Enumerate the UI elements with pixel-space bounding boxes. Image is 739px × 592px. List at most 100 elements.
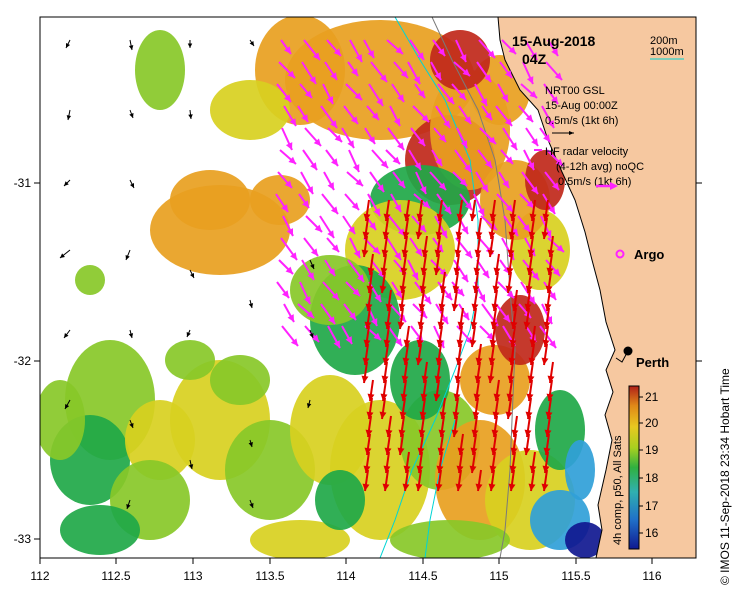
radar-vector-south — [382, 217, 390, 240]
radar-vector-south — [384, 433, 392, 456]
colorbar-tick-label: 18 — [645, 471, 659, 485]
radar-legend-scale: 0.5m/s (1kt 6h) — [558, 176, 631, 188]
radar-vector-south — [398, 415, 406, 438]
radar-vector-south — [507, 361, 515, 384]
radar-vector — [389, 105, 401, 127]
model-vector — [187, 40, 193, 48]
radar-vector — [520, 83, 538, 99]
radar-vector-south — [541, 469, 549, 492]
radar-vector-south — [419, 397, 427, 420]
radar-vector-south — [455, 469, 463, 492]
radar-vector-south — [435, 469, 443, 492]
radar-vector — [407, 259, 419, 281]
radar-vector-south — [365, 415, 373, 438]
radar-vector — [283, 303, 295, 323]
radar-vector — [323, 171, 335, 191]
radar-vector-south — [469, 451, 477, 474]
radar-vector-south — [456, 199, 464, 222]
radar-vector-south — [363, 325, 371, 348]
radar-vector-south — [437, 433, 445, 456]
radar-vector-south — [489, 199, 497, 222]
model-legend-scale: 0.5m/s (1kt 6h) — [545, 115, 618, 127]
radar-vector-south — [397, 433, 405, 456]
sst-patch — [250, 520, 350, 558]
radar-vector-south — [415, 217, 423, 240]
radar-vector — [301, 259, 315, 281]
radar-legend-line2: (4-12h avg) noQC — [556, 161, 644, 173]
perth-leader — [615, 350, 629, 363]
radar-vector — [387, 127, 405, 151]
radar-vector-south — [403, 451, 411, 474]
radar-vector-south — [493, 253, 501, 276]
model-vector — [66, 109, 72, 121]
radar-vector-south — [401, 361, 409, 384]
radar-vector-south — [435, 343, 443, 366]
radar-vector — [412, 105, 430, 123]
radar-vector — [543, 83, 559, 105]
model-legend-line2: 15-Aug 00:00Z — [545, 100, 618, 112]
radar-vector-south — [547, 235, 555, 258]
radar-vector-south — [508, 217, 516, 240]
radar-vector-south — [545, 397, 553, 420]
radar-vector-south — [506, 253, 514, 276]
radar-vector — [547, 39, 559, 57]
radar-vector-south — [453, 253, 461, 276]
radar-vector-south — [453, 379, 461, 402]
radar-vector-south — [544, 415, 552, 438]
radar-vector-south — [366, 271, 374, 294]
radar-vector-south — [454, 361, 462, 384]
radar-vector — [364, 127, 376, 145]
radar-vector — [539, 127, 551, 143]
radar-vector-south — [437, 307, 445, 330]
model-vector — [128, 39, 134, 51]
radar-vector-south — [507, 235, 515, 258]
radar-vector — [345, 83, 363, 101]
radar-vector — [279, 149, 297, 165]
radar-vector — [479, 325, 495, 341]
radar-vector-south — [399, 271, 407, 294]
radar-vector — [368, 83, 384, 107]
radar-vector-south — [385, 289, 393, 312]
isobath-1000m-inner — [424, 419, 456, 558]
radar-vector-south — [472, 271, 480, 294]
radar-vector — [451, 281, 465, 297]
radar-vector — [455, 39, 467, 63]
radar-vector-south — [451, 289, 459, 312]
radar-vector — [320, 105, 338, 129]
radar-vector-south — [475, 217, 483, 240]
radar-vector — [476, 61, 492, 83]
radar-vector-south — [366, 397, 374, 420]
radar-vector — [407, 61, 421, 85]
radar-vector-south — [469, 199, 477, 222]
isobath-200-label: 200m — [650, 35, 678, 47]
radar-vector — [341, 127, 355, 149]
sst-patch — [210, 80, 290, 140]
radar-vector-south — [528, 469, 536, 492]
colorbar-tick-label: 21 — [645, 390, 659, 404]
radar-vector — [388, 215, 406, 237]
radar-vector-south — [505, 271, 513, 294]
x-tick-label: 113 — [183, 569, 202, 583]
radar-vector-south — [439, 271, 447, 294]
model-vector — [248, 299, 254, 309]
argo-marker — [615, 249, 625, 259]
radar-vector-south — [506, 379, 514, 402]
radar-vector — [409, 39, 425, 61]
radar-vector-south — [470, 307, 478, 330]
sst-patch — [60, 505, 140, 555]
model-vector — [63, 179, 71, 187]
sst-patch — [40, 380, 85, 460]
radar-vector-south — [471, 415, 479, 438]
current-vectors — [59, 39, 565, 510]
colorbar-ticks — [639, 396, 643, 534]
radar-vector-south — [438, 289, 446, 312]
radar-vector-south — [542, 451, 550, 474]
radar-vector-south — [542, 199, 550, 222]
sst-patch — [315, 470, 365, 530]
radar-vector-south — [474, 361, 482, 384]
radar-vector-south — [385, 415, 393, 438]
radar-vector — [391, 83, 405, 103]
radar-vector-south — [436, 199, 444, 222]
radar-vector — [390, 193, 402, 213]
